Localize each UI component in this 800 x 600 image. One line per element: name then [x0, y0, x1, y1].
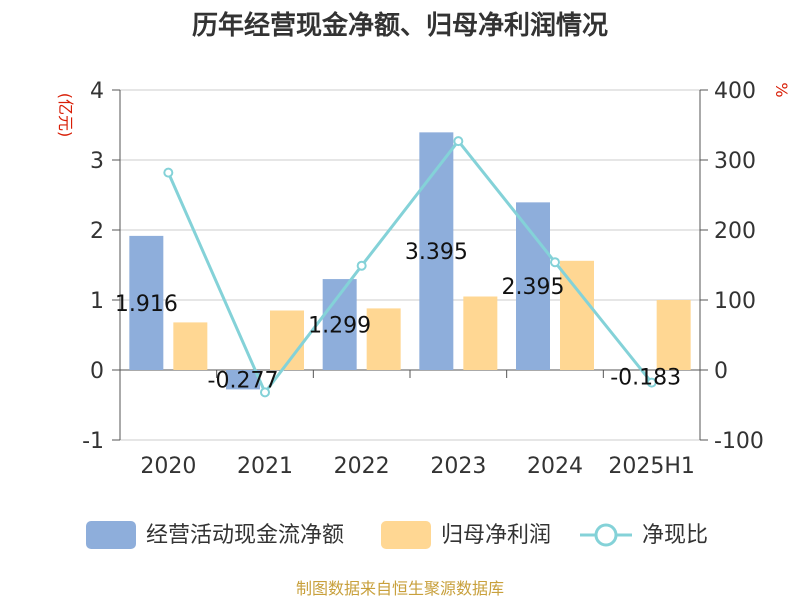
left-tick-label: 2: [90, 219, 104, 244]
bar-data-label: 1.916: [115, 292, 178, 317]
ratio-point: [453, 136, 464, 147]
cashflow-bar: [419, 132, 454, 370]
tick-labels: 4 3 2 1 0 -1 400 300 200 100 0 -100 2020 2021 2022 2023…: [82, 79, 764, 479]
category-label: 2020: [140, 454, 196, 479]
legend-label-profit: 归母净利润: [441, 523, 551, 548]
profit-bar: [270, 310, 304, 370]
left-tick-label: 3: [90, 149, 104, 174]
profit-bar: [173, 322, 208, 370]
category-label: 2021: [237, 454, 293, 479]
right-tick-label: -100: [714, 429, 764, 454]
left-tick-label: 1: [90, 289, 104, 314]
right-axis-unit: %: [772, 82, 791, 97]
right-tick-label: 100: [714, 289, 756, 314]
cashflow-bar: [226, 370, 260, 390]
left-tick-label: 4: [90, 79, 104, 104]
profit-bar: [366, 308, 401, 370]
ratio-data-label: -0.183: [610, 366, 681, 391]
legend: 经营活动现金流净额 归母净利润 净现比: [86, 521, 708, 549]
legend-label-ratio: 净现比: [642, 523, 708, 548]
bar-data-label: -0.277: [208, 369, 279, 394]
legend-swatch-profit: [381, 521, 431, 549]
ratio-line: [163, 136, 657, 398]
legend-label-cashflow: 经营活动现金流净额: [146, 523, 344, 548]
chart-title: 历年经营现金净额、归母净利润情况: [192, 10, 608, 41]
bar-data-label: 1.299: [308, 314, 371, 339]
ratio-line-path: [166, 138, 653, 396]
category-label: 2024: [527, 454, 583, 479]
legend-swatch-cashflow: [86, 521, 136, 549]
ratio-point: [163, 167, 174, 178]
ratio-point: [356, 260, 367, 271]
cashflow-bar: [129, 235, 164, 370]
axes: [112, 89, 708, 441]
profit-bar: [656, 300, 691, 370]
left-tick-label: 0: [90, 359, 104, 384]
left-axis-unit: (亿元): [56, 93, 75, 138]
right-tick-label: 200: [714, 219, 756, 244]
right-tick-label: 300: [714, 149, 756, 174]
category-label: 2022: [334, 454, 390, 479]
bar-data-label: 3.395: [405, 240, 468, 265]
profit-bar: [463, 296, 498, 370]
bar-data-label: 2.395: [502, 275, 565, 300]
right-tick-label: 400: [714, 79, 756, 104]
category-label: 2025H1: [608, 454, 695, 479]
data-source: 制图数据来自恒生聚源数据库: [296, 579, 504, 598]
data-labels: 1.916 -0.277 1.299 3.395 2.395 -0.183: [115, 240, 681, 394]
bars: [129, 132, 691, 390]
ratio-point: [646, 377, 657, 388]
ratio-point: [260, 387, 270, 398]
ratio-point: [550, 257, 560, 268]
right-tick-label: 0: [714, 359, 728, 384]
profit-bar: [560, 260, 594, 370]
left-tick-label: -1: [82, 429, 104, 454]
legend-swatch-ratio-marker: [594, 523, 618, 547]
category-label: 2023: [430, 454, 486, 479]
cashflow-bar: [516, 202, 550, 370]
